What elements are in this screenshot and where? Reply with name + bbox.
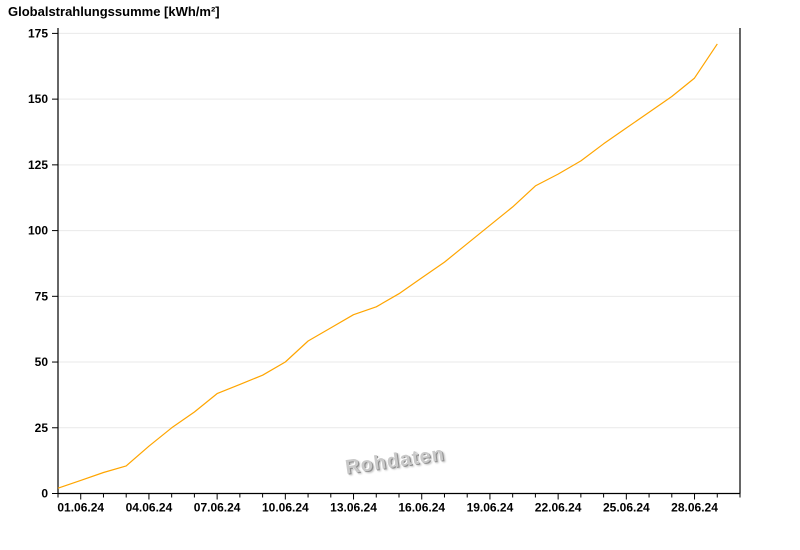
x-tick-label: 25.06.24 bbox=[603, 501, 650, 515]
y-tick-label: 25 bbox=[35, 421, 49, 435]
y-tick-label: 150 bbox=[28, 92, 48, 106]
y-tick-label: 50 bbox=[35, 355, 49, 369]
x-tick-label: 04.06.24 bbox=[126, 501, 173, 515]
x-tick-label: 22.06.24 bbox=[535, 501, 582, 515]
y-tick-label: 100 bbox=[28, 224, 48, 238]
x-tick-label: 19.06.24 bbox=[467, 501, 514, 515]
x-tick-label: 16.06.24 bbox=[398, 501, 445, 515]
x-tick-label: 28.06.24 bbox=[671, 501, 718, 515]
y-tick-label: 125 bbox=[28, 158, 48, 172]
y-tick-label: 175 bbox=[28, 26, 48, 40]
x-tick-label: 01.06.24 bbox=[57, 501, 104, 515]
x-tick-label: 07.06.24 bbox=[194, 501, 241, 515]
x-tick-label: 10.06.24 bbox=[262, 501, 309, 515]
y-tick-label: 0 bbox=[41, 487, 48, 501]
chart-title: Globalstrahlungssumme [kWh/m²] bbox=[8, 4, 220, 19]
x-tick-label: 13.06.24 bbox=[330, 501, 377, 515]
y-tick-label: 75 bbox=[35, 289, 49, 303]
data-line bbox=[57, 43, 718, 489]
